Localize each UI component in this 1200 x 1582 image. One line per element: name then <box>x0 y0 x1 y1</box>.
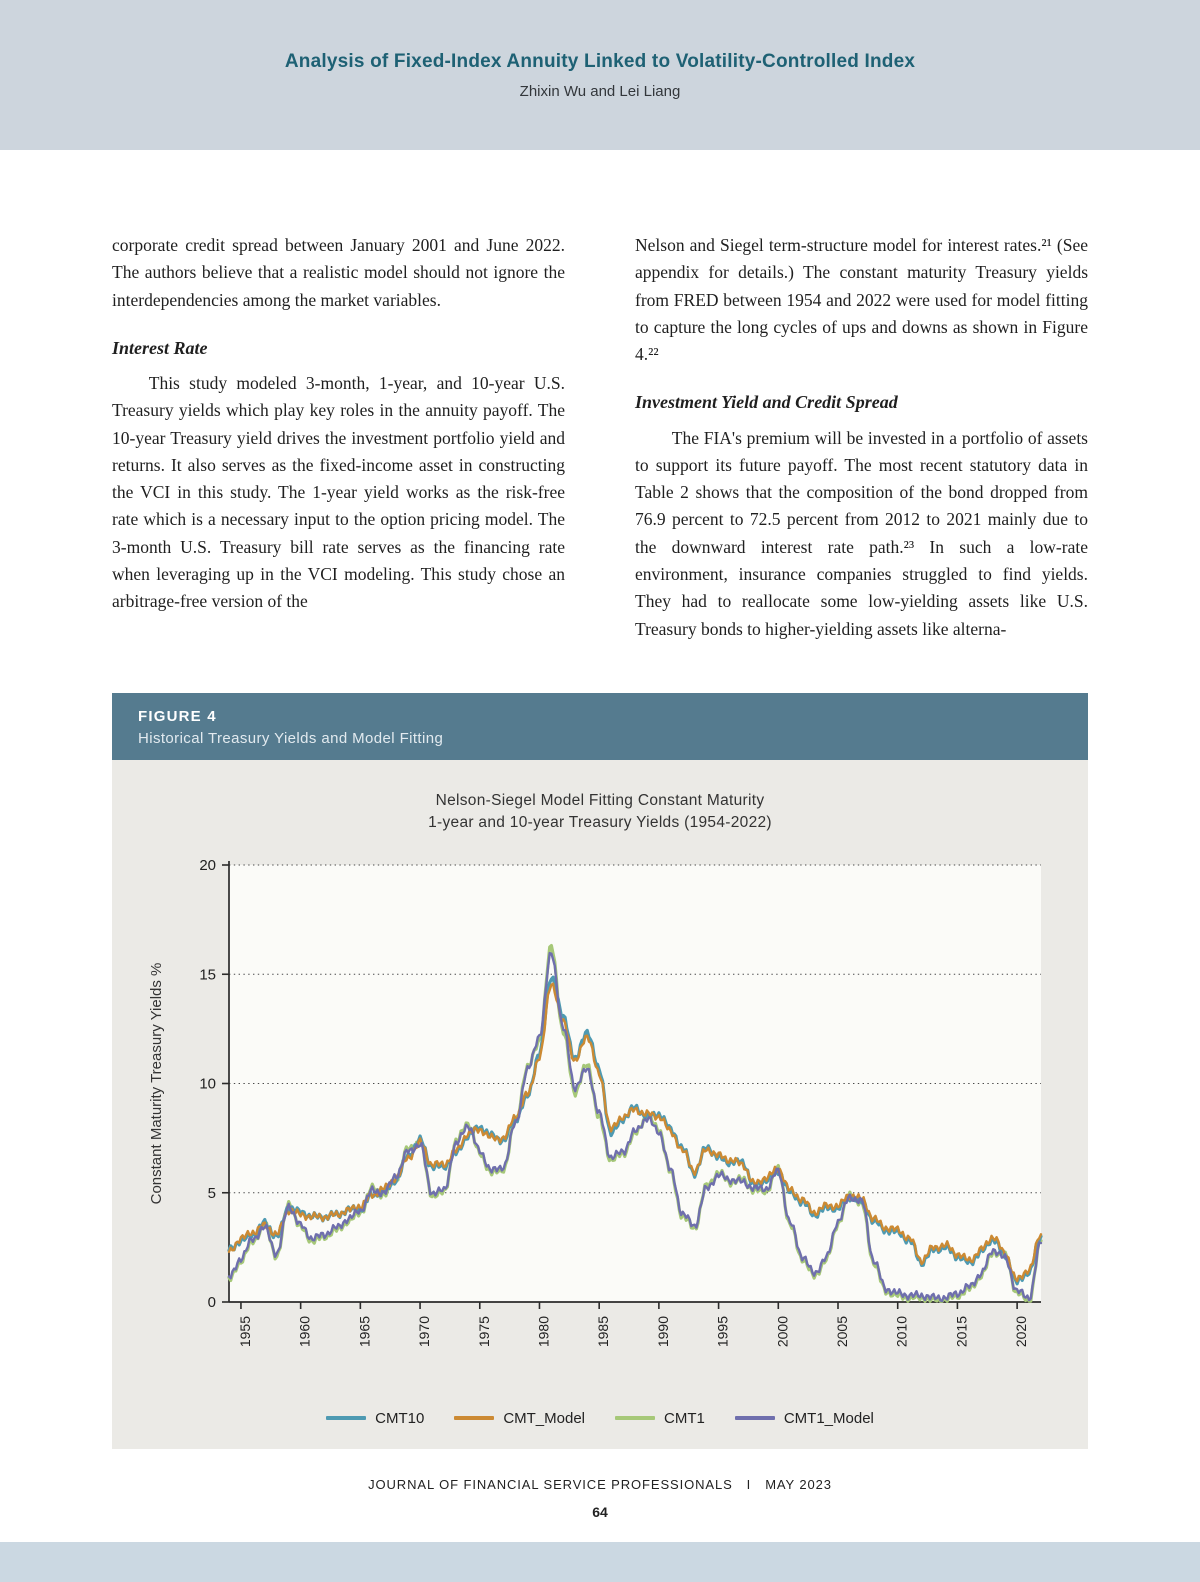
treasury-yields-chart: 0 5 10 15 20 1955 1960 1965 1970 1975 1980 1985 1990… <box>148 857 1043 1347</box>
legend-line-swatch <box>454 1416 495 1421</box>
paragraph-nelson-siegel: Nelson and Siegel term-structure model f… <box>635 235 1088 365</box>
figure-label: FIGURE 4 <box>138 707 217 725</box>
right-column: Nelson and Siegel term-structure model f… <box>635 232 1088 647</box>
svg-text:20: 20 <box>199 857 216 874</box>
paper-title: Analysis of Fixed-Index Annuity Linked t… <box>284 50 916 72</box>
paragraph-interest-rate: This study modeled 3-month, 1-year, and … <box>112 372 565 612</box>
svg-text:1965: 1965 <box>356 1316 372 1347</box>
paper-authors: Zhixin Wu and Lei Liang <box>519 82 681 100</box>
svg-text:1975: 1975 <box>476 1316 492 1347</box>
svg-text:5: 5 <box>208 1185 216 1202</box>
chart-title-line1: Nelson-Siegel Model Fitting Constant Mat… <box>435 791 765 809</box>
svg-text:2000: 2000 <box>774 1316 790 1347</box>
svg-text:2005: 2005 <box>834 1316 850 1347</box>
svg-text:2020: 2020 <box>1013 1316 1029 1347</box>
legend-line-swatch <box>615 1416 655 1421</box>
svg-text:1990: 1990 <box>655 1316 671 1347</box>
svg-text:0: 0 <box>208 1294 216 1311</box>
heading-investment-yield: Investment Yield and Credit Spread <box>635 392 898 413</box>
chart-title: Nelson-Siegel Model Fitting Constant Mat… <box>130 790 1070 835</box>
svg-text:1980: 1980 <box>535 1316 551 1347</box>
svg-text:2015: 2015 <box>953 1316 969 1347</box>
svg-text:1955: 1955 <box>237 1316 253 1347</box>
legend-label: CMT1 <box>664 1409 705 1427</box>
left-column: corporate credit spread between January … <box>112 232 565 647</box>
legend-line-swatch <box>326 1416 367 1421</box>
svg-text:15: 15 <box>199 966 216 983</box>
legend-line-swatch <box>734 1416 775 1421</box>
paragraph-investment-yield: The FIA's premium will be invested in a … <box>635 427 1088 639</box>
figure-header: FIGURE 4 Historical Treasury Yields and … <box>112 692 1088 760</box>
legend-item-cmt1: CMT1 <box>615 1410 705 1427</box>
journal-name: JOURNAL OF FINANCIAL SERVICE PROFESSIONA… <box>368 1477 733 1492</box>
svg-text:2010: 2010 <box>894 1316 910 1347</box>
legend-item-cmt_model: CMT_Model <box>454 1410 585 1427</box>
journal-line: JOURNAL OF FINANCIAL SERVICE PROFESSIONA… <box>0 1477 1200 1492</box>
legend-label: CMT10 <box>375 1409 425 1427</box>
legend-label: CMT1_Model <box>783 1409 874 1427</box>
body-columns: corporate credit spread between January … <box>112 232 1088 647</box>
svg-text:1985: 1985 <box>595 1316 611 1347</box>
page-footer: JOURNAL OF FINANCIAL SERVICE PROFESSIONA… <box>0 1477 1200 1582</box>
bottom-band <box>0 1542 1200 1582</box>
svg-text:1970: 1970 <box>416 1316 432 1347</box>
footer-separator: I <box>746 1477 752 1492</box>
title-band: Analysis of Fixed-Index Annuity Linked t… <box>0 0 1200 150</box>
svg-text:1960: 1960 <box>297 1316 313 1347</box>
figure-4: FIGURE 4 Historical Treasury Yields and … <box>112 692 1088 1449</box>
legend-label: CMT_Model <box>503 1409 585 1427</box>
legend-item-cmt1_model: CMT1_Model <box>734 1409 874 1427</box>
issue-date: MAY 2023 <box>765 1477 832 1492</box>
figure-body: Nelson-Siegel Model Fitting Constant Mat… <box>112 759 1088 1449</box>
figure-subtitle: Historical Treasury Yields and Model Fit… <box>138 729 444 747</box>
legend-item-cmt10: CMT10 <box>326 1410 424 1427</box>
page-number: 64 <box>592 1504 608 1520</box>
svg-text:Constant Maturity Treasury Yie: Constant Maturity Treasury Yields % <box>148 962 165 1204</box>
chart-title-line2: 1-year and 10-year Treasury Yields (1954… <box>428 814 772 832</box>
svg-text:1995: 1995 <box>715 1316 731 1347</box>
chart-legend: CMT10 CMT_Model CMT1 CMT1_Model <box>130 1410 1070 1427</box>
svg-text:10: 10 <box>199 1075 216 1092</box>
heading-interest-rate: Interest Rate <box>112 337 208 358</box>
paragraph-credit-spread: corporate credit spread between January … <box>112 235 565 310</box>
